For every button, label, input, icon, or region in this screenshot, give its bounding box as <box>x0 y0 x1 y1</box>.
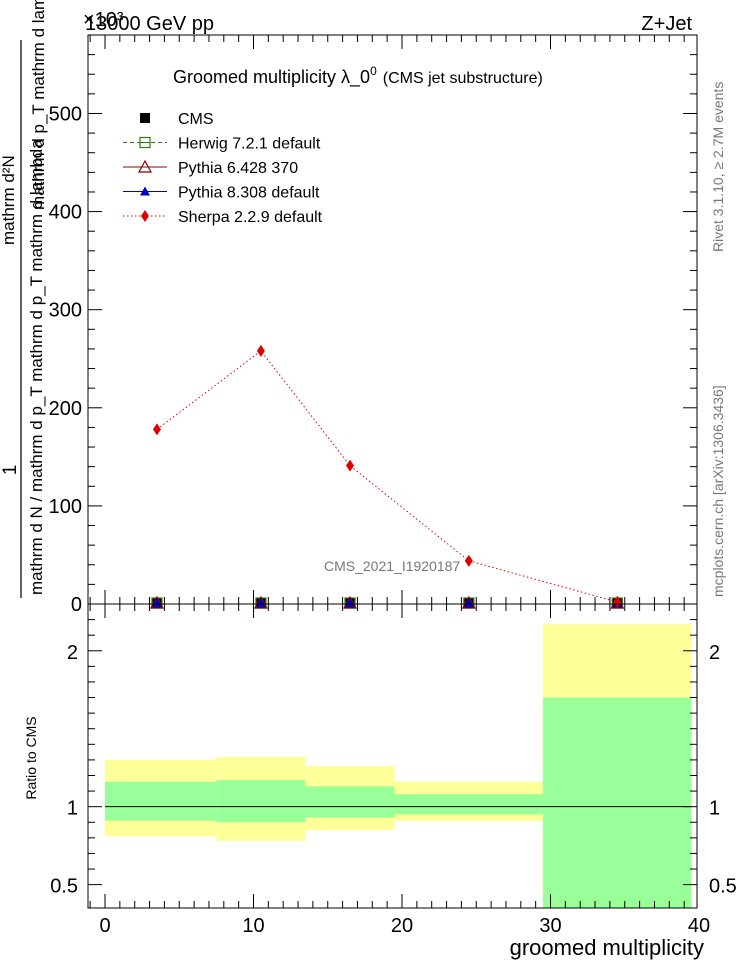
data-point-pythia8 <box>255 598 266 608</box>
data-point-sherpa <box>152 423 161 436</box>
y-axis-label-top: mathrm d²N <box>0 155 18 245</box>
ratio-y-tick-label: 1 <box>67 798 78 820</box>
legend-entry-herwig: Herwig 7.2.1 default <box>123 136 321 153</box>
data-point-pythia6 <box>149 595 164 609</box>
y-tick-label: 300 <box>49 300 82 322</box>
x-axis-label: groomed multiplicity <box>510 935 704 960</box>
y-multiplier: ×10³ <box>83 9 124 31</box>
data-point-pythia8 <box>463 598 474 608</box>
data-point-pythia8 <box>345 598 356 608</box>
data-point-pythia8 <box>151 598 162 608</box>
legend-marker-sherpa <box>141 210 149 222</box>
data-point-pythia6 <box>253 595 268 609</box>
y-tick-label: 100 <box>49 496 82 518</box>
data-point-sherpa <box>346 459 355 472</box>
legend-marker-pythia8 <box>140 186 150 196</box>
data-point-sherpa <box>613 596 622 609</box>
ratio-inner-band-bin <box>305 786 395 818</box>
ratio-inner-band-bin <box>105 781 217 821</box>
legend: CMS Herwig 7.2.1 default Pythia 6.428 370 P… <box>123 111 323 226</box>
x-tick-label: 30 <box>539 915 561 937</box>
mcplots-label: mcplots.cern.ch [arXiv:1306.3436] <box>710 385 726 597</box>
legend-entry-cms: CMS <box>140 111 214 128</box>
legend-label-pythia6: Pythia 6.428 370 <box>178 160 298 177</box>
data-point-pythia6 <box>461 595 476 609</box>
data-point-sherpa <box>256 344 265 357</box>
ratio-y-axis-label: Ratio to CMS <box>23 716 39 799</box>
data-point-pythia6 <box>343 595 358 609</box>
main-x-ticks <box>89 35 685 604</box>
main-y-ticks: 0 100 200 300 400 500 <box>49 34 697 616</box>
ratio-inner-band-bin <box>216 780 306 823</box>
ratio-y-tick-label: 0.5 <box>50 876 78 898</box>
ratio-y-tick-label: 2 <box>67 642 78 664</box>
analysis-id-watermark: CMS_2021_I1920187 <box>324 558 460 574</box>
legend-label-pythia8: Pythia 8.308 default <box>178 185 320 202</box>
legend-entry-pythia6: Pythia 6.428 370 <box>123 159 298 177</box>
y-tick-label: 500 <box>49 103 82 125</box>
rivet-version-label: Rivet 3.1.10, ≥ 2.7M events <box>710 82 726 252</box>
y-axis-label-numerator: 1 <box>0 465 21 476</box>
x-tick-label: 0 <box>99 915 110 937</box>
y-tick-label: 400 <box>49 202 82 224</box>
y-tick-label: 200 <box>49 398 82 420</box>
y-axis-label-top-2: mathrm d p_T mathrm d lambda <box>29 0 48 210</box>
ratio-y-tick-label-right: 0.5 <box>709 876 737 898</box>
legend-marker-pythia6 <box>137 159 153 173</box>
y-axis-label-denominator: mathrm d N / mathrm d p_T mathrm d p_T m… <box>27 139 46 595</box>
ratio-y-tick-label-right: 2 <box>709 642 720 664</box>
ratio-bands <box>105 624 692 908</box>
legend-label-sherpa: Sherpa 2.2.9 default <box>178 209 323 226</box>
ratio-ticks: 0.5 0.51 12 20 10 20 30 40 <box>50 604 737 937</box>
legend-entry-sherpa: Sherpa 2.2.9 default <box>123 209 323 226</box>
y-tick-label: 0 <box>71 594 82 616</box>
ratio-inner-band-bin <box>543 697 692 908</box>
x-tick-label: 40 <box>688 915 710 937</box>
ratio-inner-band-bin <box>394 794 544 815</box>
legend-label-cms: CMS <box>178 111 214 128</box>
header-process: Z+Jet <box>641 13 692 35</box>
ratio-y-tick-label-right: 1 <box>709 798 720 820</box>
legend-marker-cms <box>140 113 150 123</box>
main-series <box>149 344 625 609</box>
ratio-plot-frame <box>87 603 698 909</box>
data-point-sherpa <box>464 554 473 567</box>
x-tick-label: 20 <box>391 915 413 937</box>
x-tick-label: 10 <box>242 915 264 937</box>
plot-title: Groomed multiplicity λ_00 (CMS jet substr… <box>173 64 543 88</box>
legend-label-herwig: Herwig 7.2.1 default <box>178 136 321 153</box>
header-energy: 13000 GeV pp <box>85 13 214 35</box>
legend-entry-pythia8: Pythia 8.308 default <box>123 185 320 202</box>
